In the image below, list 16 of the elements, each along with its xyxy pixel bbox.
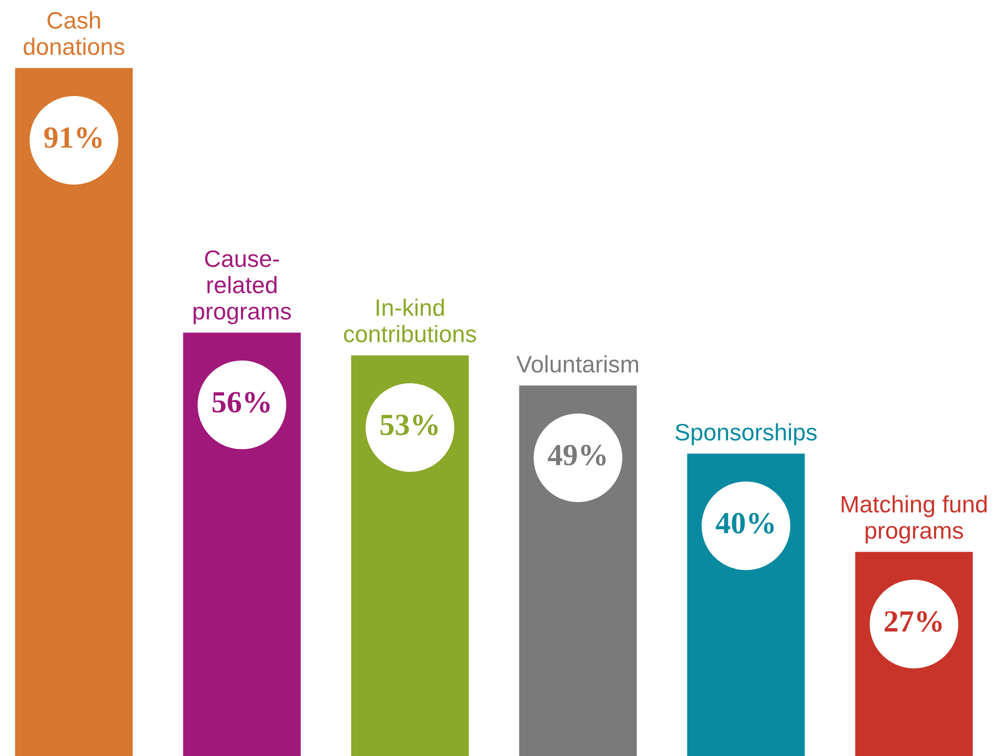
x-tick-label: Voluntarism [516,355,638,373]
bar [351,355,469,756]
bar [15,68,133,756]
x-tick-label: Sponsorships [676,423,817,446]
x-tick-label: Cause- related programs [194,250,291,324]
data-label: 40% [716,512,774,534]
x-tick-label: In-kind contributions [344,298,476,342]
x-tick-label: Cash donations [24,11,124,56]
data-label: 49% [548,444,606,466]
x-tick-label: Matching fund programs [842,495,987,544]
data-label: 27% [884,611,942,632]
bar [519,386,637,756]
bar [183,332,301,756]
data-label: 56% [212,392,270,413]
data-label: 91% [44,127,102,148]
data-label: 53% [380,414,438,436]
